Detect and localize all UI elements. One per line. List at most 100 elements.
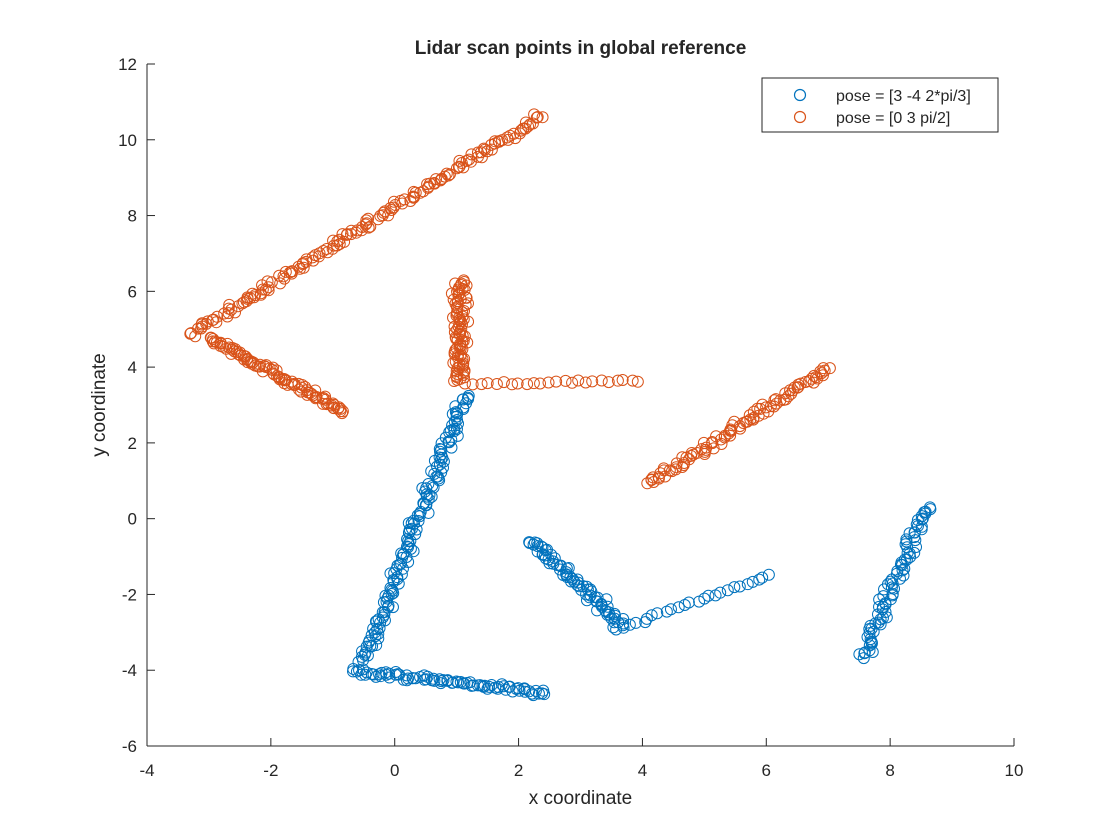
scatter-point [428, 176, 441, 189]
scatter-point [617, 621, 630, 634]
scatter-point [347, 665, 360, 678]
y-tick-label: 10 [118, 131, 137, 150]
scatter-point [664, 603, 677, 616]
scatter-layer [184, 108, 937, 702]
scatter-point [586, 375, 599, 388]
scatter-point [320, 243, 333, 256]
legend-entry-pose-1: pose = [3 -4 2*pi/3] [836, 88, 971, 105]
scatter-point [362, 212, 375, 225]
scatter-point [273, 269, 286, 282]
x-tick-label: 10 [1005, 761, 1024, 780]
scatter-point [207, 313, 220, 326]
scatter-point [463, 153, 476, 166]
scatter-point [657, 462, 670, 475]
scatter-point [908, 526, 921, 539]
scatter-point [458, 377, 471, 390]
scatter-point [858, 647, 871, 660]
scatter-point [433, 458, 446, 471]
scatter-point [210, 316, 223, 329]
scatter-point [573, 580, 586, 593]
scatter-point [743, 409, 756, 422]
scatter-point [697, 436, 710, 449]
scatter-point [911, 519, 924, 532]
scatter-point [536, 111, 549, 124]
scatter-point [583, 591, 596, 604]
scatter-point [550, 375, 563, 388]
scatter-point [413, 510, 426, 523]
scatter-point [383, 667, 396, 680]
scatter-point [261, 275, 274, 288]
scatter-point [885, 581, 898, 594]
x-tick-label: -2 [263, 761, 278, 780]
scatter-point [527, 377, 540, 390]
scatter-point [497, 680, 510, 693]
scatter-point [823, 362, 836, 375]
scatter-point [453, 160, 466, 173]
scatter-point [499, 683, 512, 696]
y-tick-label: 0 [128, 510, 137, 529]
scatter-point [461, 297, 474, 310]
scatter-point [443, 436, 456, 449]
scatter-point [602, 376, 615, 389]
scatter-point [678, 598, 691, 611]
scatter-point [477, 142, 490, 155]
scatter-point [481, 377, 494, 390]
scatter-point [457, 161, 470, 174]
scatter-point [389, 665, 402, 678]
scatter-point [360, 214, 373, 227]
scatter-point [523, 685, 536, 698]
scatter-point [908, 546, 921, 559]
y-tick-label: -2 [122, 585, 137, 604]
scatter-point [542, 376, 555, 389]
legend-entry-pose-2: pose = [0 3 pi/2] [836, 110, 950, 127]
scatter-point [201, 315, 214, 328]
scatter-point [794, 377, 807, 390]
scatter-point [456, 306, 469, 319]
scatter-point [490, 378, 503, 391]
scatter-point [691, 446, 704, 459]
scatter-point [721, 584, 734, 597]
scatter-point [350, 665, 363, 678]
scatter-point [370, 639, 383, 652]
scatter-point [428, 674, 441, 687]
scatter-point [234, 349, 247, 362]
scatter-point [605, 612, 618, 625]
scatter-point [530, 111, 543, 124]
scatter-point [884, 575, 897, 588]
scatter-point [452, 283, 465, 296]
scatter-point [762, 568, 775, 581]
y-tick-label: -6 [122, 737, 137, 756]
scatter-point [611, 374, 624, 387]
scatter-point [497, 376, 510, 389]
scatter-point [747, 405, 760, 418]
scatter-point [631, 375, 644, 388]
scatter-point [265, 276, 278, 289]
scatter-point [414, 505, 427, 518]
x-tick-label: 2 [514, 761, 523, 780]
scatter-point [572, 374, 585, 387]
scatter-point [885, 573, 898, 586]
scatter-point [608, 616, 621, 629]
legend-marker-blue [793, 88, 807, 102]
y-tick-label: 4 [128, 358, 137, 377]
scatter-point [571, 579, 584, 592]
scatter-point [420, 490, 433, 503]
scatter-point [200, 317, 213, 330]
scatter-point [645, 609, 658, 622]
y-tick-label: 2 [128, 434, 137, 453]
scatter-point [646, 471, 659, 484]
scatter-point [345, 228, 358, 241]
scatter-point [511, 377, 524, 390]
legend: pose = [3 -4 2*pi/3] pose = [0 3 pi/2] [761, 77, 999, 133]
scatter-point [623, 618, 636, 631]
scatter-point [538, 688, 551, 701]
scatter-point [756, 398, 769, 411]
scatter-point [420, 673, 433, 686]
scatter-point [427, 672, 440, 685]
scatter-point [388, 567, 401, 580]
scatter-point [710, 430, 723, 443]
scatter-point [466, 378, 479, 391]
scatter-point [616, 374, 629, 387]
